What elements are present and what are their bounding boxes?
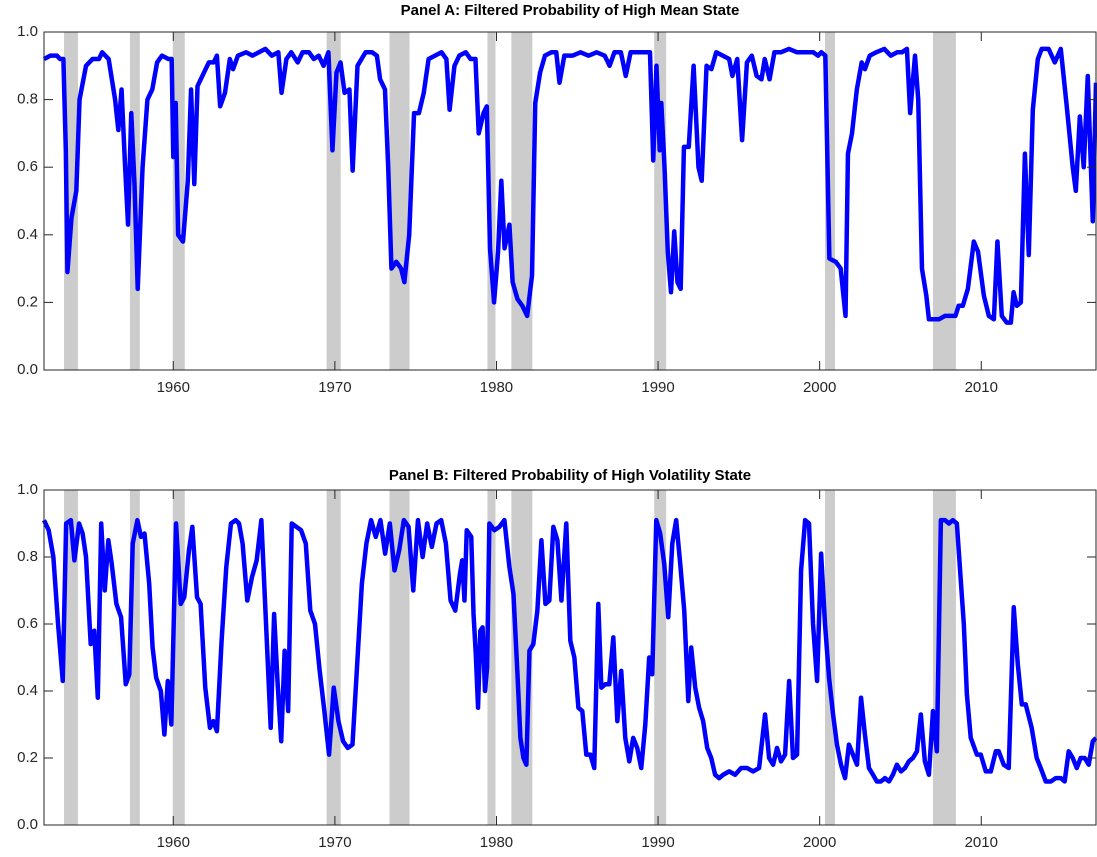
y-tick-label: 0.8: [17, 548, 38, 565]
x-tick-label: 1970: [318, 379, 351, 396]
x-tick-label: 1990: [641, 379, 674, 396]
recession-band: [487, 32, 496, 370]
recession-band: [487, 490, 496, 825]
x-tick-label: 1980: [480, 834, 513, 851]
recession-band: [129, 490, 140, 825]
recession-band: [64, 490, 78, 825]
recession-band: [825, 490, 836, 825]
recession-band: [932, 32, 956, 370]
y-tick-label: 0.2: [17, 293, 38, 310]
recession-band: [326, 490, 341, 825]
recession-band: [172, 490, 185, 825]
x-tick-label: 2000: [803, 834, 836, 851]
y-tick-label: 0.4: [17, 682, 38, 699]
recession-band: [654, 32, 667, 370]
x-tick-label: 2010: [965, 834, 998, 851]
recession-band: [64, 32, 78, 370]
y-tick-label: 0.6: [17, 615, 38, 632]
y-tick-label: 0.0: [17, 816, 38, 833]
x-tick-label: 2010: [965, 379, 998, 396]
y-tick-label: 1.0: [17, 481, 38, 498]
recession-band: [389, 490, 410, 825]
x-tick-label: 2000: [803, 379, 836, 396]
recession-band: [654, 490, 667, 825]
x-tick-label: 1990: [641, 834, 674, 851]
y-tick-label: 0.4: [17, 226, 38, 243]
y-tick-label: 0.0: [17, 361, 38, 378]
y-tick-label: 0.6: [17, 158, 38, 175]
x-tick-label: 1970: [318, 834, 351, 851]
y-tick-label: 0.2: [17, 749, 38, 766]
y-tick-label: 1.0: [17, 23, 38, 40]
panel-title: Panel B: Filtered Probability of High Vo…: [389, 467, 751, 484]
recession-band: [511, 32, 533, 370]
x-tick-label: 1960: [157, 379, 190, 396]
plot-frame: [43, 489, 1097, 826]
recession-band: [389, 32, 410, 370]
y-tick-label: 0.8: [17, 91, 38, 108]
series-line: [42, 46, 1097, 325]
panel-title: Panel A: Filtered Probability of High Me…: [401, 2, 740, 19]
x-tick-label: 1980: [480, 379, 513, 396]
x-tick-label: 1960: [157, 834, 190, 851]
series-line: [41, 517, 1097, 784]
plot-frame: [43, 31, 1097, 371]
